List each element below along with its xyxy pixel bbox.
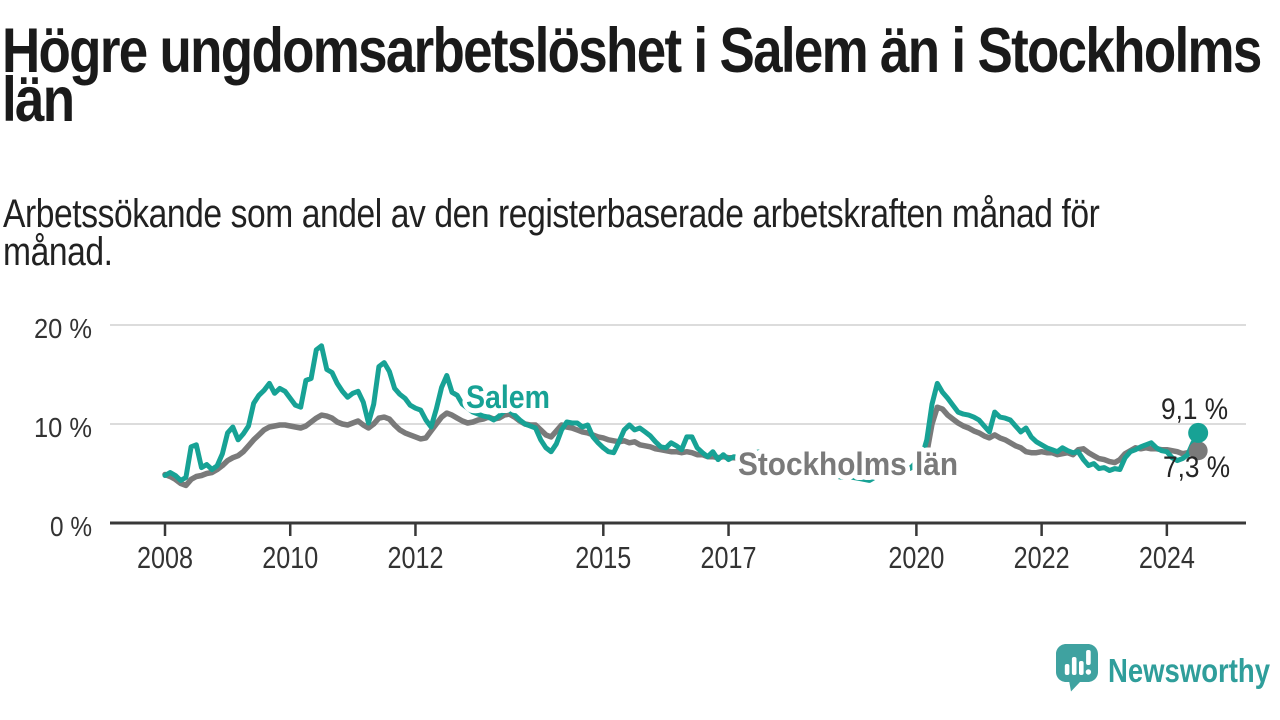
newsworthy-logo-svg: Newsworthy (1056, 644, 1271, 692)
end-dot-salem (1188, 422, 1209, 443)
end-dot-stockholm (1188, 441, 1208, 461)
x-axis-label-2012: 2012 (387, 540, 443, 575)
x-axis-label-2017: 2017 (701, 540, 757, 575)
x-axis-label-2010: 2010 (262, 540, 318, 575)
series-line-stockholm (162, 404, 1201, 489)
page-title: Högre ungdomsarbetslöshet i Salem än i S… (2, 16, 1262, 135)
y-axis-label-0: 0 % (50, 511, 92, 542)
newsworthy-bubble-chart-icon (1056, 644, 1098, 692)
x-axis-label-2022: 2022 (1014, 540, 1070, 575)
end-value-label-stockholm: 7,3 % (1163, 451, 1230, 484)
end-value-label-salem: 9,1 % (1161, 393, 1228, 426)
x-axis-label-2020: 2020 (888, 540, 944, 575)
series-line-salem (162, 343, 1201, 483)
chart-subtitle-line-2: månad. (3, 230, 113, 274)
page-title-line-2: län (2, 65, 75, 135)
y-axis-label-10: 10 % (34, 412, 92, 443)
series-label-salem: Salem (466, 379, 550, 415)
series-label-stockholm: Stockholms län (738, 446, 958, 482)
y-axis-label-20: 20 % (34, 313, 92, 344)
x-axis-label-2008: 2008 (137, 540, 193, 575)
page-title-line-1: Högre ungdomsarbetslöshet i Salem än i S… (2, 16, 1262, 86)
chart-subtitle-line-1: Arbetssökande som andel av den registerb… (3, 192, 1100, 236)
chart-subtitle: Arbetssökande som andel av den registerb… (3, 192, 1221, 274)
newsworthy-brand-text: Newsworthy (1108, 652, 1271, 689)
x-axis-label-2015: 2015 (575, 540, 631, 575)
newsworthy-logo[interactable]: Newsworthy (1054, 642, 1276, 699)
x-axis-label-2024: 2024 (1139, 540, 1195, 575)
